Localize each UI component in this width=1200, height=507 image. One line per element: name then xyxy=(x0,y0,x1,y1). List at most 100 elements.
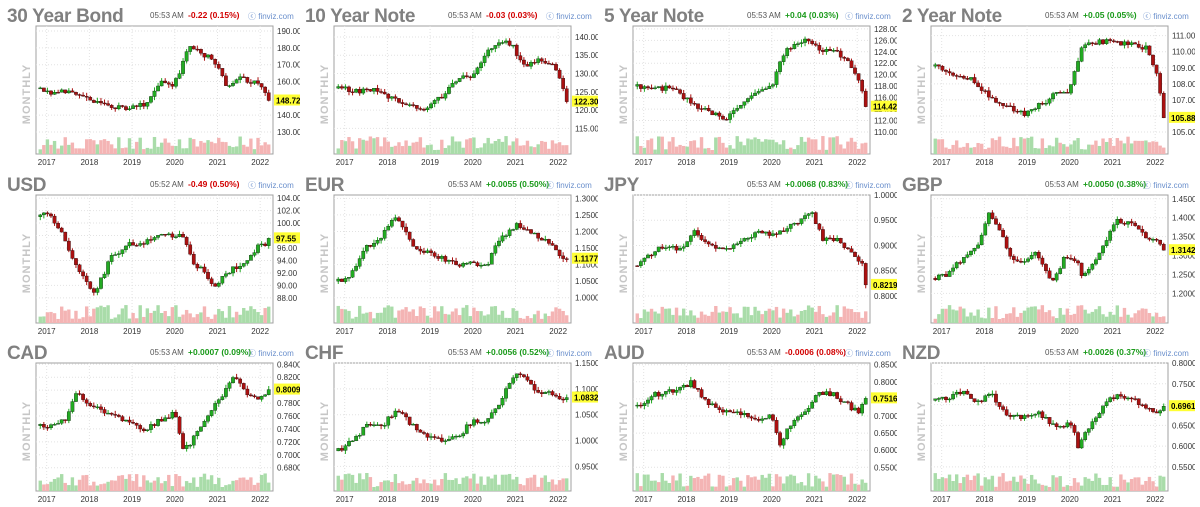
finviz-brand-link[interactable]: ⓒ finviz.com xyxy=(845,12,891,21)
volume-bar xyxy=(1065,485,1070,491)
candle-body xyxy=(1040,103,1045,105)
volume-bar xyxy=(821,136,825,154)
candle-body xyxy=(397,410,401,413)
candle-body xyxy=(500,42,505,44)
candle-body xyxy=(699,235,704,240)
chart-panel-usd[interactable]: USD 05:52 AM -0.49 (0.50%) ⓒ finviz.com 104.… xyxy=(4,171,300,337)
candle-body xyxy=(717,247,722,249)
candle-body xyxy=(806,408,811,412)
finviz-brand-link[interactable]: ⓒ finviz.com xyxy=(248,349,294,358)
candle-body xyxy=(1036,103,1041,109)
chart-panel-2-year-note[interactable]: 2 Year Note 05:53 AM +0.05 (0.05%) ⓒ finviz… xyxy=(899,2,1195,168)
candle-body xyxy=(56,423,60,425)
chart-panel-aud[interactable]: AUD 05:53 AM -0.0006 (0.08%) ⓒ finviz.com 0.… xyxy=(601,339,897,505)
quote-time: 05:53 AM xyxy=(1045,180,1079,189)
candle-body xyxy=(220,276,225,284)
volume-bar xyxy=(1004,481,1009,491)
volume-bar xyxy=(450,311,455,323)
volume-bar xyxy=(152,310,157,323)
chart-panel-gbp[interactable]: GBP 05:53 AM +0.0050 (0.38%) ⓒ finviz.com 1.… xyxy=(899,171,1195,337)
candle-body xyxy=(163,234,168,236)
candle-body xyxy=(482,264,487,266)
volume-bar xyxy=(1083,149,1087,154)
candle-body xyxy=(1094,417,1098,422)
finviz-brand-link[interactable]: ⓒ finviz.com xyxy=(845,349,891,358)
finviz-brand-link[interactable]: ⓒ finviz.com xyxy=(546,349,592,358)
price-change: +0.0055 (0.50%) xyxy=(486,179,550,189)
volume-bar xyxy=(969,480,973,491)
candle-body xyxy=(792,420,797,427)
volume-bar xyxy=(1154,141,1159,154)
candle-body xyxy=(674,88,679,90)
volume-bar xyxy=(653,311,657,323)
chart-panel-jpy[interactable]: JPY 05:53 AM +0.0068 (0.83%) ⓒ finviz.com 1.… xyxy=(601,171,897,337)
volume-bar xyxy=(933,138,937,154)
candle-body xyxy=(817,223,822,230)
candle-body xyxy=(41,424,46,428)
candle-body xyxy=(785,228,790,232)
candle-body xyxy=(1026,258,1030,262)
volume-bar xyxy=(361,139,365,154)
finviz-brand-link[interactable]: ⓒ finviz.com xyxy=(248,12,294,21)
candle-body xyxy=(170,412,175,419)
volume-bar xyxy=(267,306,271,323)
volume-bar xyxy=(774,306,779,323)
chart-panel-cad[interactable]: CAD 05:53 AM +0.0007 (0.09%) ⓒ finviz.com 0.… xyxy=(4,339,300,505)
finviz-brand-link[interactable]: ⓒ finviz.com xyxy=(845,181,891,190)
volume-bar xyxy=(256,312,260,323)
timeframe-label: MONTHLY xyxy=(916,64,928,124)
finviz-brand-link[interactable]: ⓒ finviz.com xyxy=(1143,181,1189,190)
finviz-brand-link[interactable]: ⓒ finviz.com xyxy=(546,12,592,21)
candle-body xyxy=(486,418,491,423)
finviz-brand-link[interactable]: ⓒ finviz.com xyxy=(1143,12,1189,21)
volume-bar xyxy=(102,307,107,323)
volume-bar xyxy=(994,486,998,491)
chart-panel-eur[interactable]: EUR 05:53 AM +0.0055 (0.50%) ⓒ finviz.com 1.… xyxy=(302,171,598,337)
candle-body xyxy=(166,417,171,419)
volume-bar xyxy=(671,475,675,491)
candle-body xyxy=(842,57,847,59)
volume-bar xyxy=(983,477,987,491)
volume-bar xyxy=(56,148,60,154)
volume-bar xyxy=(59,145,64,154)
volume-bar xyxy=(393,145,398,154)
volume-bar xyxy=(828,315,832,323)
candle-body xyxy=(1076,260,1080,264)
candle-body xyxy=(1140,404,1145,406)
finviz-brand-link[interactable]: ⓒ finviz.com xyxy=(248,181,294,190)
volume-bar xyxy=(113,148,117,154)
candle-body xyxy=(429,103,433,109)
candle-body xyxy=(1154,64,1159,74)
volume-bar xyxy=(958,306,962,323)
chart-panel-30-year-bond[interactable]: 30 Year Bond 05:53 AM -0.22 (0.15%) ⓒ finvi… xyxy=(4,2,300,168)
chart-panel-5-year-note[interactable]: 5 Year Note 05:53 AM +0.04 (0.03%) ⓒ finviz… xyxy=(601,2,897,168)
candle-body xyxy=(38,87,43,90)
chart-panel-chf[interactable]: CHF 05:53 AM +0.0056 (0.52%) ⓒ finviz.com 1.… xyxy=(302,339,598,505)
candle-body xyxy=(1058,268,1063,274)
y-tick-label: 110.00 xyxy=(1172,48,1195,57)
x-tick-label: 2018 xyxy=(378,158,396,167)
finviz-brand-link[interactable]: ⓒ finviz.com xyxy=(546,181,592,190)
volume-bar xyxy=(522,318,526,323)
candle-body xyxy=(447,439,451,441)
candle-body xyxy=(667,85,672,89)
finviz-brand-link[interactable]: ⓒ finviz.com xyxy=(1143,349,1189,358)
volume-bar xyxy=(525,315,530,323)
volume-bar xyxy=(940,308,945,323)
volume-bar xyxy=(457,315,462,323)
candle-body xyxy=(336,86,341,89)
volume-bar xyxy=(547,316,551,323)
candle-body xyxy=(152,424,157,426)
candle-body xyxy=(933,398,938,401)
volume-bar xyxy=(252,484,257,491)
volume-bar xyxy=(962,477,966,491)
candle-body xyxy=(796,43,800,45)
candle-body xyxy=(976,400,980,402)
chart-panel-nzd[interactable]: NZD 05:53 AM +0.0026 (0.37%) ⓒ finviz.com 0.… xyxy=(899,339,1195,505)
candle-body xyxy=(66,240,71,251)
candle-body xyxy=(792,44,797,49)
x-tick-label: 2019 xyxy=(421,327,439,336)
volume-bar xyxy=(1044,312,1048,323)
candle-body xyxy=(649,87,654,90)
chart-panel-10-year-note[interactable]: 10 Year Note 05:53 AM -0.03 (0.03%) ⓒ finvi… xyxy=(302,2,598,168)
